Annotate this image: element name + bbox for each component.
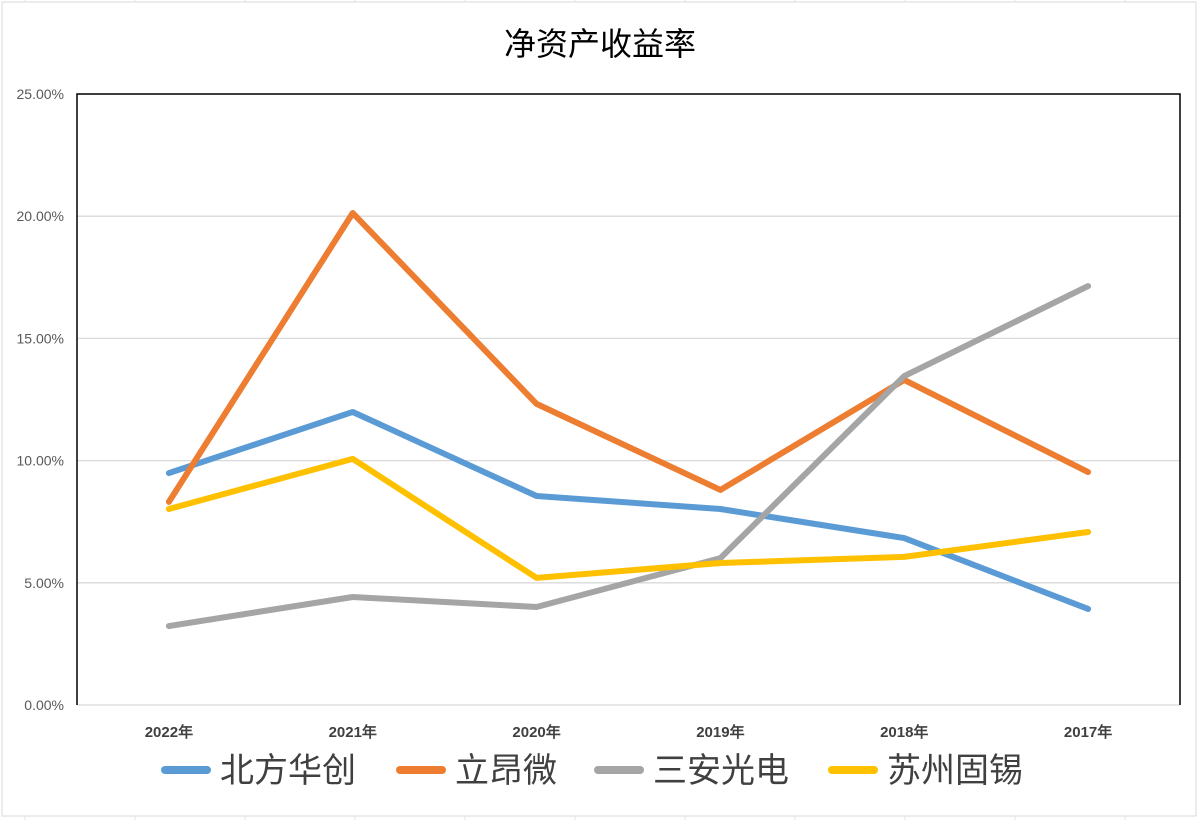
x-axis: 2022年 2021年 2020年 2019年 2018年 2017年 xyxy=(145,723,1113,741)
plot-border xyxy=(76,93,1181,705)
legend-label: 三安光电 xyxy=(653,751,789,791)
y-tick-label: 10.00% xyxy=(17,453,64,469)
y-tick-label: 5.00% xyxy=(24,575,64,591)
series-line xyxy=(165,455,1092,581)
series-line xyxy=(165,210,1092,505)
x-tick-label: 2022年 xyxy=(145,723,193,741)
y-axis: 0.00% 5.00% 10.00% 15.00% 20.00% 25.00% xyxy=(17,86,64,713)
y-tick-label: 15.00% xyxy=(17,330,64,346)
series-lines xyxy=(165,210,1092,630)
legend-label: 苏州固锡 xyxy=(887,751,1023,791)
x-tick-label: 2020年 xyxy=(512,723,560,741)
series-line xyxy=(165,283,1092,630)
legend: 北方华创 立昂微 三安光电 苏州固锡 xyxy=(161,751,1023,791)
legend-label: 立昂微 xyxy=(455,751,557,791)
y-tick-label: 20.00% xyxy=(17,208,64,224)
x-tick-label: 2021年 xyxy=(329,723,377,741)
x-tick-label: 2017年 xyxy=(1064,723,1112,741)
chart-title: 净资产收益率 xyxy=(504,25,696,63)
legend-label: 北方华创 xyxy=(220,751,356,791)
y-tick-label: 0.00% xyxy=(24,697,64,713)
x-tick-label: 2018年 xyxy=(880,723,928,741)
x-tick-label: 2019年 xyxy=(696,723,744,741)
y-tick-label: 25.00% xyxy=(17,86,64,102)
